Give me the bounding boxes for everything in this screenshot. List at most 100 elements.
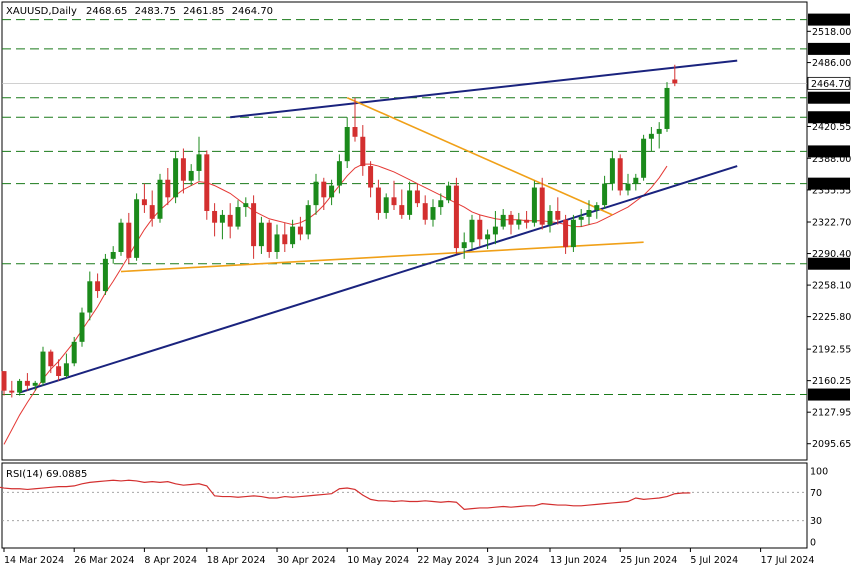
level-label: 2146.00: [811, 390, 850, 401]
x-tick-label: 10 May 2024: [347, 555, 409, 566]
candle-body: [453, 185, 459, 249]
candle-body: [352, 127, 358, 137]
rsi-line: [0, 479, 691, 510]
candle-body: [56, 366, 62, 377]
horizontal-levels: [2, 19, 807, 396]
rsi-level-label: 70: [810, 488, 822, 499]
candle-body: [609, 158, 615, 184]
candle-body: [24, 380, 30, 386]
level-tag: [808, 91, 850, 104]
candle-body: [63, 363, 69, 377]
candle-body: [251, 203, 257, 247]
candle-body: [407, 190, 413, 215]
level-label: 2450.00: [811, 93, 850, 104]
symbol-label: XAUUSD,Daily: [6, 6, 77, 17]
level-label: 2500.00: [811, 44, 850, 55]
candle-body: [32, 382, 38, 386]
candle-body: [87, 281, 93, 313]
trendline-upper: [230, 59, 738, 119]
candle-body: [469, 219, 475, 243]
level-label: 2395.00: [811, 147, 850, 158]
level-label: 2530.00: [811, 15, 850, 26]
y-tick-label: 2518.00: [812, 27, 851, 38]
candle-body: [438, 200, 444, 208]
candle-body: [173, 158, 179, 198]
candle-body: [485, 234, 491, 240]
candle-body: [204, 154, 210, 211]
candle-body: [414, 190, 420, 204]
candle-body: [648, 133, 654, 139]
candle-body: [508, 214, 514, 225]
candle-body: [126, 222, 132, 258]
candle-body: [48, 351, 54, 367]
rsi-level-label: 100: [810, 467, 828, 478]
candle-body: [134, 199, 140, 258]
x-tick-label: 22 May 2024: [417, 555, 479, 566]
x-tick-label: 26 Mar 2024: [74, 555, 134, 566]
candle-body: [383, 197, 389, 213]
y-tick-label: 2160.25: [812, 376, 851, 387]
candle-body: [368, 166, 374, 188]
trendline-support: [19, 165, 738, 394]
candle-body: [227, 214, 233, 227]
candle-body: [461, 242, 467, 249]
x-tick-label: 13 Jun 2024: [550, 555, 607, 566]
candle-body: [446, 185, 452, 201]
y-tick-label: 2355.55: [812, 185, 851, 196]
candle-body: [1, 371, 7, 391]
level-tag: [808, 111, 850, 124]
ohlc-high: 2483.75: [135, 6, 176, 17]
current-price-label: 2464.70: [811, 79, 850, 90]
candle-body: [570, 219, 576, 248]
y-tick-label: 2420.55: [812, 122, 851, 133]
candle-body: [165, 179, 171, 198]
y-tick-label: 2486.00: [812, 58, 851, 69]
candle-body: [641, 138, 647, 178]
candle-body: [531, 187, 537, 223]
y-axis-labels: 2530.00 2500.00 2450.00 2430.00 2395.00 2362.…: [807, 13, 851, 450]
candle-body: [625, 183, 631, 191]
level-tag: [808, 177, 850, 190]
current-price-tag: [807, 76, 851, 90]
rsi-panel-frame: [1, 462, 808, 549]
candle-body: [274, 234, 280, 252]
candle-body: [258, 222, 264, 247]
candle-body: [110, 251, 116, 259]
level-tag: [808, 42, 850, 55]
candle-body: [235, 207, 241, 227]
x-tick-label: 17 Jul 2024: [761, 555, 815, 566]
candle-body: [586, 210, 592, 217]
y-tick-label: 2225.80: [812, 312, 851, 323]
level-tag: [808, 13, 850, 26]
candle-body: [212, 210, 218, 223]
candle-body: [672, 79, 678, 84]
candle-body: [594, 205, 600, 211]
level-tag: [808, 257, 850, 270]
y-tick-label: 2322.70: [812, 218, 851, 229]
trendlines: [19, 59, 738, 394]
candle-body: [282, 234, 288, 245]
x-tick-label: 25 Jun 2024: [620, 555, 677, 566]
candle-body: [71, 341, 77, 364]
candle-body: [141, 199, 147, 206]
candle-body: [492, 226, 498, 235]
candles: [1, 64, 678, 398]
candle-body: [617, 158, 623, 191]
candle-body: [633, 177, 639, 184]
main-panel-frame: [1, 1, 808, 461]
ohlc-open: 2468.65: [86, 6, 127, 17]
candle-body: [17, 380, 23, 393]
y-tick-label: 2127.95: [812, 408, 851, 419]
candle-body: [266, 222, 272, 252]
rsi-level-label: 0: [810, 538, 816, 549]
candle-body: [336, 161, 342, 186]
x-tick-label: 14 Mar 2024: [4, 555, 64, 566]
candle-body: [539, 187, 545, 225]
candle-body: [375, 187, 381, 213]
candle-body: [290, 226, 296, 245]
x-tick-label: 30 Apr 2024: [277, 555, 336, 566]
candle-body: [321, 181, 327, 198]
candle-body: [102, 258, 108, 292]
candle-body: [500, 214, 506, 227]
